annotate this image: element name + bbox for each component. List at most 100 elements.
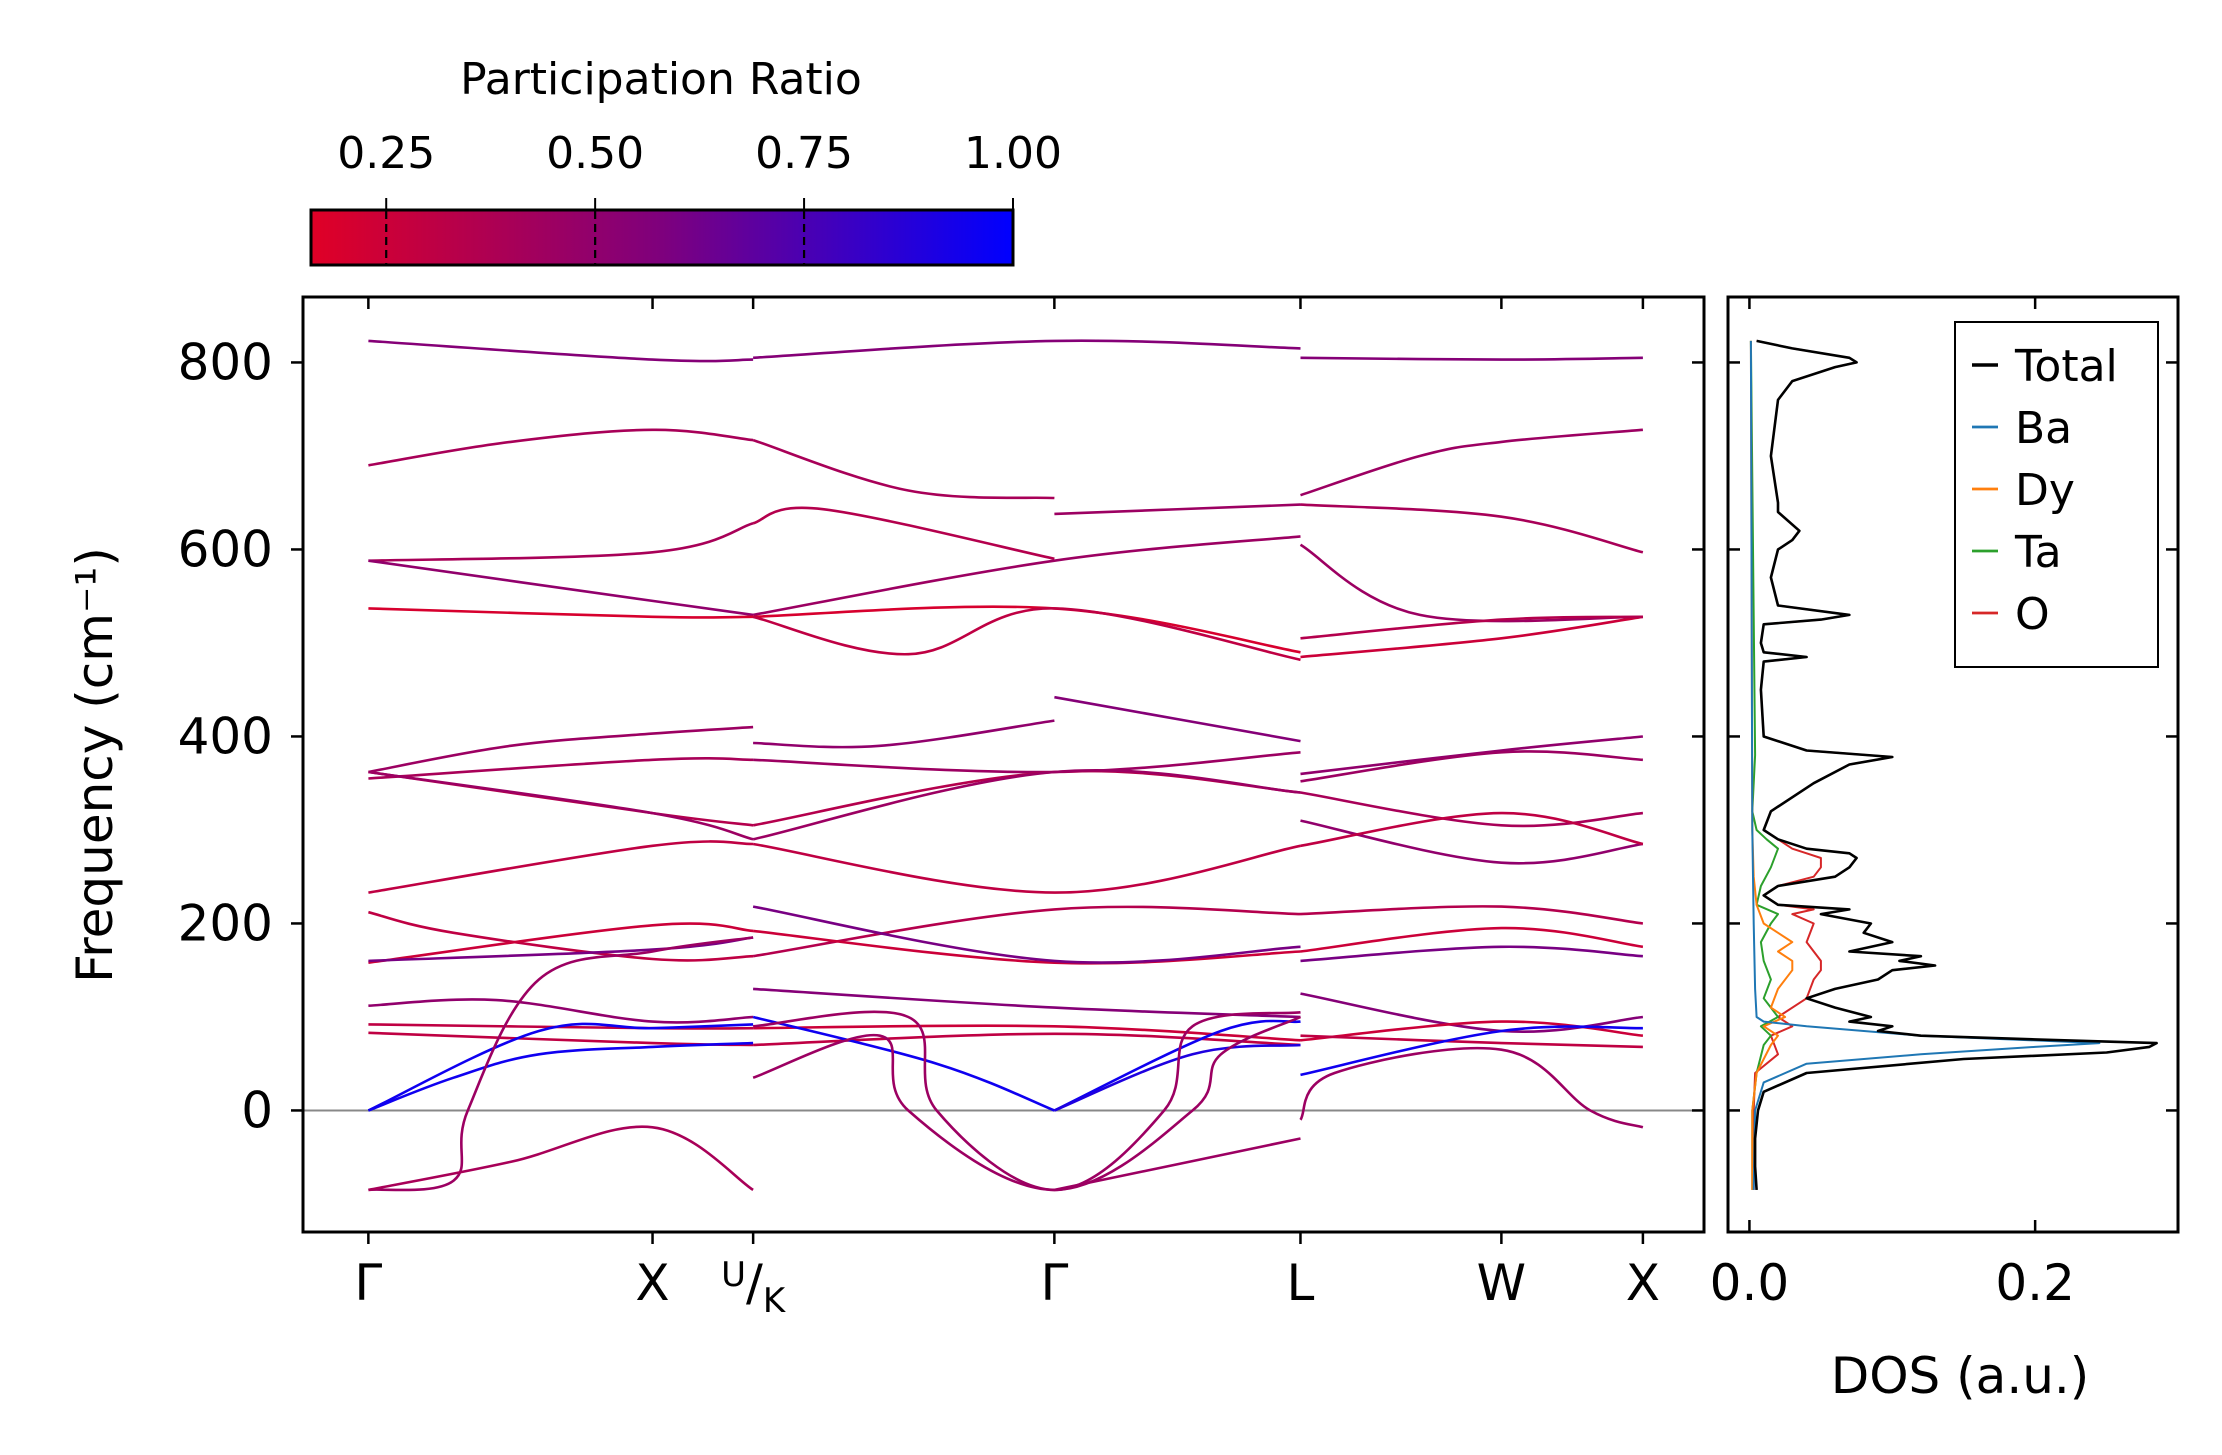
band-b13 bbox=[368, 922, 754, 964]
colorbar-tick-label: 0.75 bbox=[755, 128, 853, 179]
high-symmetry-label-slash: / bbox=[746, 1254, 763, 1312]
band-soft-2 bbox=[368, 1125, 754, 1192]
band-b10b bbox=[752, 769, 1301, 841]
y-tick-label: 200 bbox=[178, 894, 273, 952]
high-symmetry-label: Γ bbox=[1040, 1254, 1068, 1312]
band-structure-panel: 0 200 400 600 800 Γ X U/K Γ L W X Frequency (cm⁻¹) bbox=[66, 295, 1706, 1321]
band-b11b bbox=[752, 842, 1301, 894]
band-b15 bbox=[368, 998, 754, 1024]
band-b8b bbox=[753, 751, 1301, 774]
band-x-ticks: Γ X U/K Γ L W X bbox=[354, 297, 1660, 1321]
high-symmetry-label: U/K bbox=[721, 1254, 787, 1321]
band-b15b bbox=[753, 987, 1301, 1019]
band-soft-6 bbox=[1299, 1046, 1644, 1129]
band-b5 bbox=[368, 607, 754, 619]
band-acoustic-6 bbox=[1300, 1025, 1643, 1077]
band-b15c bbox=[1300, 992, 1644, 1033]
band-b1b bbox=[753, 339, 1301, 360]
band-b13c bbox=[1300, 926, 1644, 953]
band-b5b bbox=[753, 605, 1301, 654]
band-b2c bbox=[1300, 428, 1644, 497]
colorbar-gradient bbox=[309, 208, 1015, 267]
high-symmetry-label: L bbox=[1287, 1254, 1315, 1312]
band-b16c bbox=[1300, 1020, 1644, 1042]
band-b2 bbox=[368, 428, 754, 467]
colorbar-ticks: 0.25 0.50 0.75 1.00 bbox=[337, 128, 1062, 264]
high-symmetry-label: W bbox=[1477, 1254, 1526, 1312]
band-b17c bbox=[1300, 1034, 1643, 1049]
y-axis-label: Frequency (cm⁻¹) bbox=[66, 547, 124, 983]
band-b4c bbox=[1299, 543, 1643, 623]
colorbar-title: Participation Ratio bbox=[460, 54, 862, 105]
band-acoustic-2 bbox=[367, 1022, 754, 1112]
band-b4b bbox=[752, 535, 1301, 617]
x-axis-label-dos: DOS (a.u.) bbox=[1831, 1347, 2090, 1405]
band-b12b bbox=[752, 905, 1301, 958]
dos-ta bbox=[1749, 340, 1779, 1190]
legend-label-ta: Ta bbox=[2014, 527, 2062, 578]
colorbar-tick-label: 0.25 bbox=[337, 128, 435, 179]
band-b14b bbox=[752, 905, 1301, 964]
band-soft-3 bbox=[752, 1015, 1302, 1192]
legend: Total Ba Dy Ta O bbox=[1954, 321, 2159, 668]
band-b9c bbox=[1300, 791, 1644, 828]
band-b12c bbox=[1300, 905, 1644, 925]
dos-total bbox=[1753, 339, 2158, 1190]
dos-x-tick-label: 0.0 bbox=[1710, 1254, 1790, 1312]
band-b8c bbox=[1300, 750, 1643, 783]
dos-lines bbox=[1749, 339, 2158, 1190]
band-acoustic-1 bbox=[367, 1041, 754, 1112]
y-tick-label: 0 bbox=[241, 1081, 273, 1139]
band-b3 bbox=[368, 522, 754, 562]
band-b3b bbox=[752, 506, 1055, 561]
dos-x-tick-label: 0.2 bbox=[1995, 1254, 2075, 1312]
band-b6b bbox=[1300, 615, 1643, 640]
band-b6 bbox=[752, 607, 1301, 662]
high-symmetry-label: Γ bbox=[354, 1254, 382, 1312]
dos-y-ticks bbox=[1728, 361, 2178, 1112]
colorbar-tick-label: 0.50 bbox=[546, 128, 644, 179]
dos-axes-frame bbox=[1726, 295, 2180, 1234]
colorbar: Participation Ratio 0.25 0.50 0.75 1.00 bbox=[309, 54, 1062, 267]
band-b5c bbox=[1300, 615, 1644, 659]
band-b16b bbox=[753, 1024, 1301, 1042]
band-b2b bbox=[752, 438, 1055, 500]
band-b11 bbox=[368, 840, 754, 894]
band-axes-frame bbox=[301, 295, 1706, 1234]
legend-label-ba: Ba bbox=[2015, 403, 2072, 454]
band-b1 bbox=[368, 339, 754, 363]
colorbar-tick-label: 1.00 bbox=[964, 128, 1062, 179]
high-symmetry-label-part: U bbox=[721, 1255, 746, 1295]
band-b7 bbox=[368, 725, 754, 774]
high-symmetry-label: X bbox=[635, 1254, 669, 1312]
band-soft-1 bbox=[368, 936, 754, 1192]
band-b3c bbox=[1054, 503, 1301, 516]
band-b3d bbox=[1300, 503, 1644, 554]
band-b14c bbox=[1300, 945, 1643, 963]
band-acoustic-5 bbox=[1053, 1043, 1301, 1112]
band-soft-4 bbox=[753, 1010, 1301, 1192]
band-b7b bbox=[753, 719, 1055, 749]
band-b12 bbox=[368, 910, 754, 962]
band-b4 bbox=[368, 559, 754, 617]
band-acoustic-4 bbox=[1053, 1019, 1301, 1112]
band-b10 bbox=[368, 770, 754, 841]
y-tick-label: 600 bbox=[178, 520, 273, 578]
band-soft-5 bbox=[1054, 1137, 1301, 1192]
band-acoustic-3 bbox=[752, 1015, 1055, 1112]
high-symmetry-label: X bbox=[1626, 1254, 1660, 1312]
band-b10c bbox=[1300, 819, 1644, 865]
band-b11c bbox=[1300, 811, 1644, 848]
band-lines bbox=[367, 339, 1644, 1192]
band-b8 bbox=[368, 757, 754, 780]
band-b1c bbox=[1300, 356, 1643, 361]
dos-panel: 0.0 0.2 DOS (a.u.) Total Ba Dy Ta O bbox=[1710, 295, 2180, 1405]
dos-x-ticks: 0.0 0.2 bbox=[1710, 297, 2075, 1312]
y-tick-label: 400 bbox=[178, 707, 273, 765]
dos-dy bbox=[1749, 340, 1794, 1190]
band-b7c bbox=[1054, 695, 1301, 743]
high-symmetry-label-part: K bbox=[763, 1281, 787, 1321]
band-b17b bbox=[753, 1032, 1301, 1047]
y-tick-label: 800 bbox=[178, 333, 273, 391]
